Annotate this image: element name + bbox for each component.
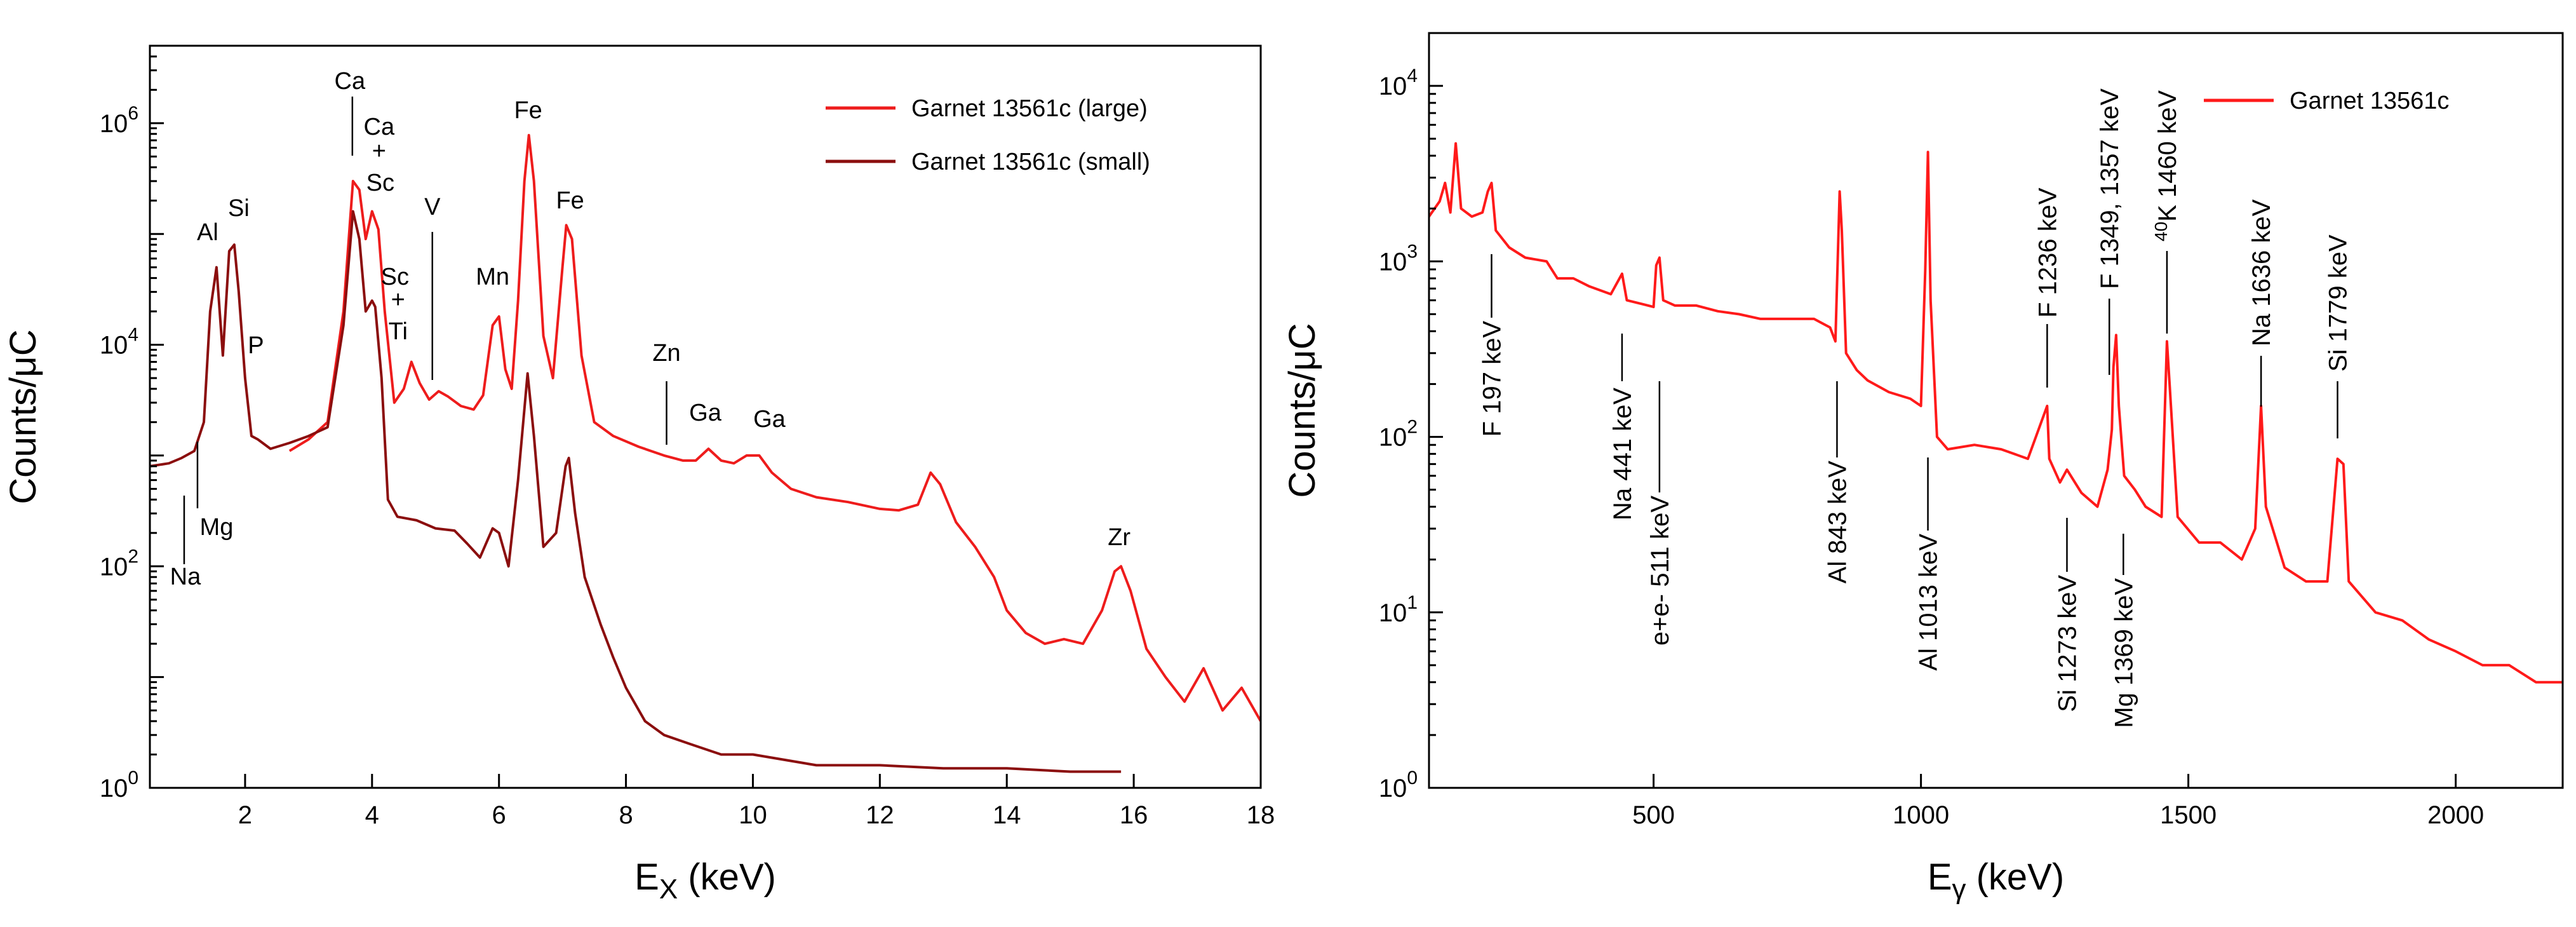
- y-tick-exponent: 0: [1407, 768, 1418, 788]
- annotation-label: Na 441 keV: [1609, 388, 1637, 520]
- plot-frame: [1428, 32, 2564, 789]
- legend-label-1: Garnet 13561c (small): [911, 149, 1150, 175]
- annotation-label: P: [248, 332, 264, 359]
- y-tick-label: 103: [1379, 241, 1418, 276]
- y-tick-exponent: 1: [1407, 592, 1418, 613]
- annotation-superscript: 40: [2151, 222, 2171, 241]
- y-tick-mantissa: 10: [100, 553, 128, 581]
- x-axis-title-sub: γ: [1952, 874, 1966, 905]
- annotation-label: F 197 keV: [1479, 321, 1506, 437]
- annotation-label: Al 1013 keV: [1915, 534, 1943, 671]
- annotation-label: F 1236 keV: [2034, 187, 2062, 318]
- y-tick-exponent: 2: [1407, 417, 1418, 438]
- annotation-label: Al 843 keV: [1823, 461, 1851, 584]
- y-tick-exponent: 3: [1407, 241, 1418, 262]
- annotation-label: Ga: [689, 400, 722, 426]
- x-tick-label: 1000: [1893, 801, 1949, 829]
- annotation-label: Si: [228, 195, 250, 222]
- y-tick-mantissa: 10: [1379, 424, 1407, 452]
- y-tick-label: 106: [100, 103, 138, 138]
- x-axis-title-unit: (keV): [678, 856, 776, 898]
- annotation-label: Zn: [652, 340, 680, 367]
- legend-label-0: Garnet 13561c (large): [911, 95, 1148, 122]
- x-axis-title-main: E: [1928, 856, 1952, 898]
- annotation-label: V: [424, 194, 441, 220]
- series-line-0: [288, 133, 1261, 722]
- x-tick-label: 14: [993, 801, 1021, 829]
- y-tick-exponent: 2: [128, 546, 138, 567]
- x-tick-label: 2: [238, 801, 252, 829]
- y-tick-label: 104: [1379, 65, 1418, 100]
- x-tick-label: 1500: [2160, 801, 2217, 829]
- x-tick-label: 6: [492, 801, 506, 829]
- annotation-label: Al: [197, 219, 218, 246]
- annotation-label: Si 1273 keV: [2053, 575, 2081, 712]
- series-line-1: [150, 210, 1122, 773]
- y-tick-exponent: 6: [128, 103, 138, 124]
- annotation-label: Fe: [556, 187, 584, 214]
- y-tick-label: 102: [100, 546, 138, 581]
- series-line-0: [1429, 142, 2563, 684]
- annotation-label: Na: [170, 564, 201, 590]
- x-tick-label: 500: [1632, 801, 1675, 829]
- y-tick-exponent: 4: [1407, 65, 1418, 86]
- y-tick-mantissa: 10: [1379, 599, 1407, 627]
- y-tick-label: 104: [100, 325, 138, 360]
- y-tick-mantissa: 10: [1379, 775, 1407, 802]
- x-tick-label: 16: [1120, 801, 1148, 829]
- y-tick-label: 100: [1379, 768, 1418, 802]
- plot-frame: [149, 44, 1262, 789]
- x-tick-label: 8: [619, 801, 633, 829]
- y-axis-title: Counts/μC: [1282, 323, 1323, 497]
- annotation-label: +: [372, 138, 386, 165]
- annotation-text: K 1460 keV: [2154, 90, 2182, 222]
- x-axis-title: Eγ (keV): [1928, 856, 2064, 905]
- annotation-label: e+e- 511 keV: [1646, 496, 1674, 646]
- annotation-label: Ti: [389, 318, 408, 345]
- y-tick-mantissa: 10: [1379, 72, 1407, 100]
- y-tick-label: 101: [1379, 592, 1418, 627]
- legend-label-0: Garnet 13561c: [2290, 88, 2449, 114]
- annotation-label: Zr: [1108, 524, 1130, 551]
- y-tick-exponent: 0: [128, 768, 138, 788]
- annotation-label: +: [391, 287, 405, 313]
- annotation-label: Mg: [200, 514, 234, 541]
- annotation-label: Sc: [381, 264, 409, 290]
- x-axis-title-sub: X: [659, 874, 678, 905]
- x-axis-title-unit: (keV): [1966, 856, 2065, 898]
- y-tick-mantissa: 10: [1379, 248, 1407, 276]
- annotation-label: Fe: [514, 97, 542, 124]
- y-tick-mantissa: 10: [100, 110, 128, 138]
- y-tick-mantissa: 10: [100, 775, 128, 802]
- x-axis-title: EX (keV): [634, 856, 776, 905]
- y-tick-mantissa: 10: [100, 332, 128, 360]
- y-tick-label: 100: [100, 768, 138, 802]
- annotation-label: Mg 1369 keV: [2110, 578, 2138, 728]
- annotation-label: Sc: [366, 170, 394, 196]
- x-tick-label: 12: [866, 801, 894, 829]
- y-axis-title: Counts/μC: [3, 329, 44, 504]
- x-tick-label: 10: [739, 801, 767, 829]
- x-axis-title-main: E: [634, 856, 659, 898]
- x-tick-label: 2000: [2427, 801, 2484, 829]
- y-tick-exponent: 4: [128, 325, 138, 346]
- annotation-label: Ca: [335, 68, 366, 95]
- annotation-label: F 1349, 1357 keV: [2096, 88, 2124, 289]
- annotation-label: Si 1779 keV: [2324, 234, 2352, 372]
- y-tick-label: 102: [1379, 417, 1418, 452]
- annotation-label: 40K 1460 keV: [2151, 90, 2182, 241]
- annotation-label: Ca: [364, 114, 395, 140]
- annotation-label: Na 1636 keV: [2248, 199, 2276, 346]
- annotation-label: Mn: [476, 264, 509, 290]
- annotation-label: Ga: [753, 406, 786, 433]
- x-tick-label: 18: [1247, 801, 1275, 829]
- x-tick-label: 4: [365, 801, 379, 829]
